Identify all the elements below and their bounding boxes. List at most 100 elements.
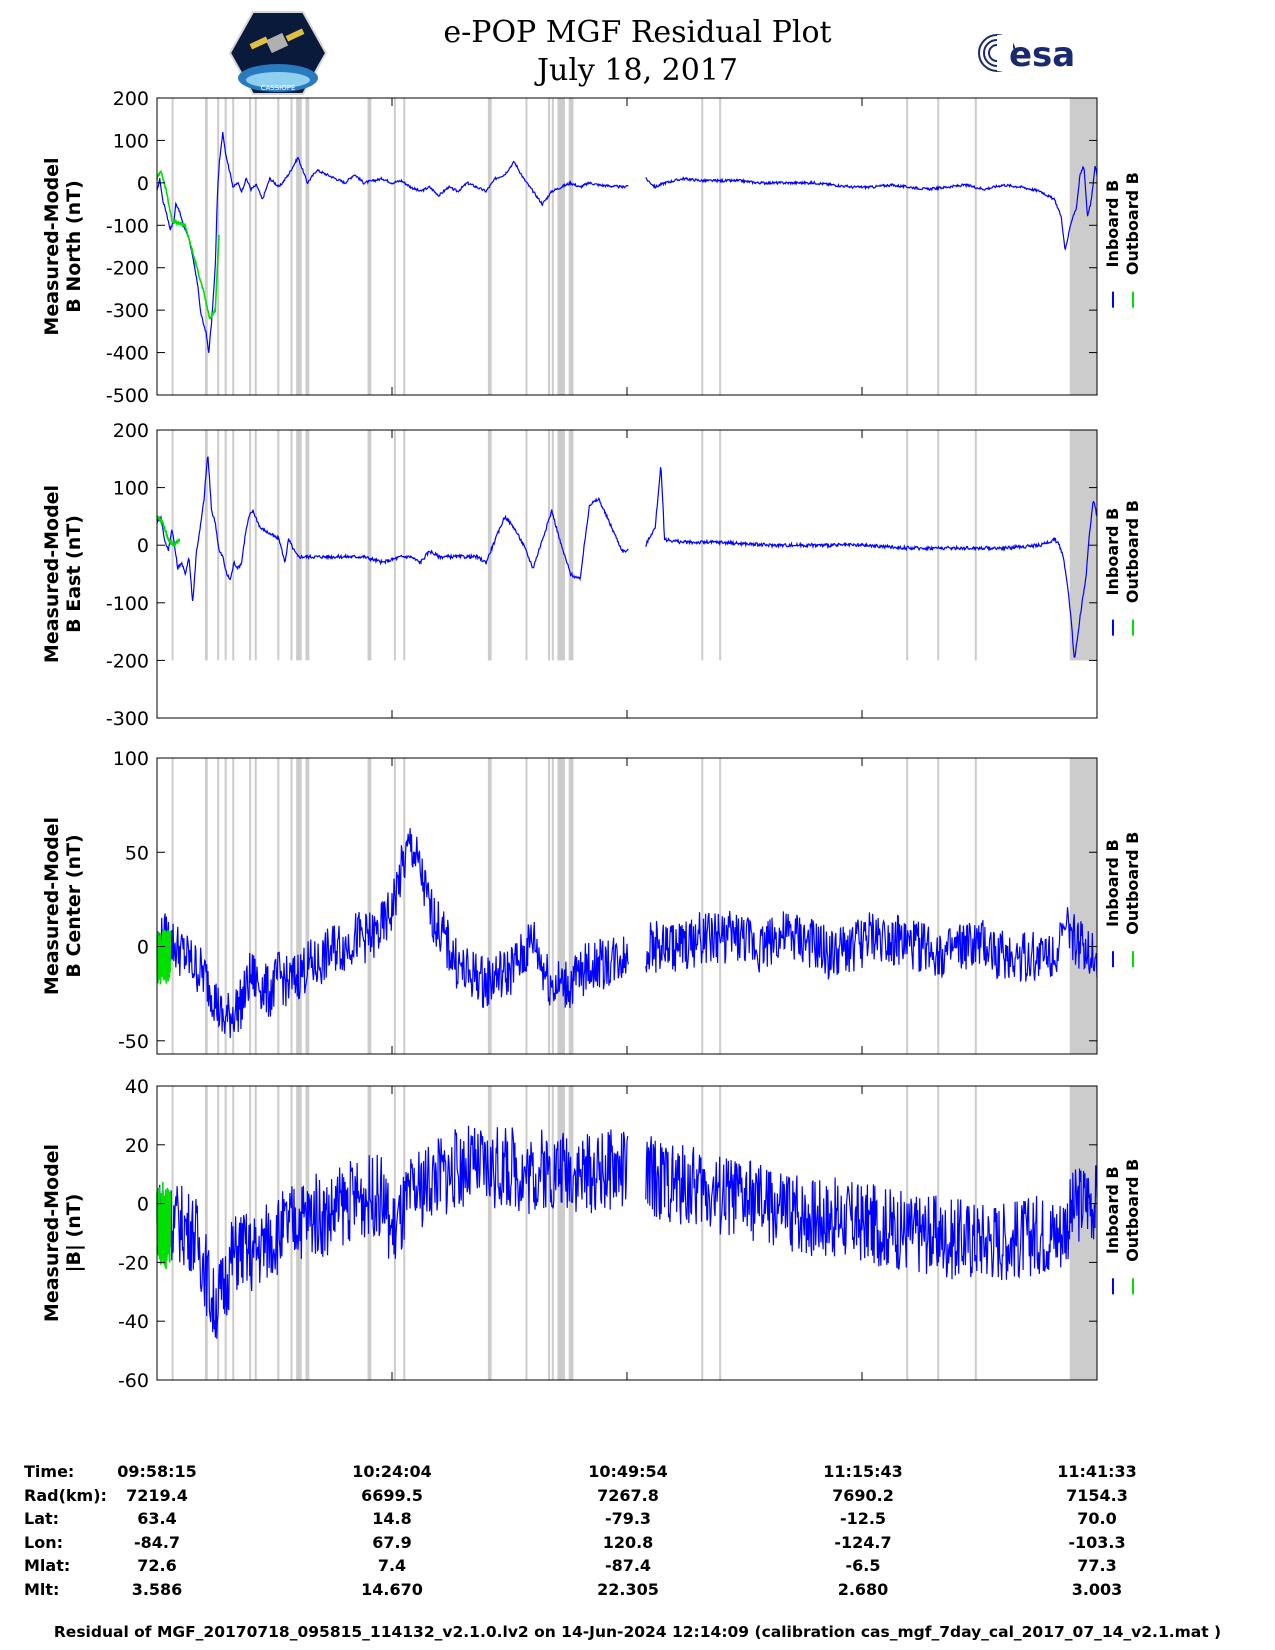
data-gap-bar: [204, 758, 208, 1054]
table-cell: 6699.5: [361, 1485, 423, 1505]
footer-caption: Residual of MGF_20170718_095815_114132_v…: [53, 1623, 1222, 1641]
legend-label-inboard: Inboard B: [1103, 180, 1122, 268]
data-gap-bar: [487, 430, 492, 661]
panel-background: [157, 430, 1097, 718]
data-gap-bar: [249, 430, 252, 661]
table-cell: -124.7: [834, 1532, 892, 1552]
data-gap-bar: [224, 430, 227, 661]
data-gap-bar: [906, 430, 909, 661]
y-axis-label-line2: B Center (nT): [63, 834, 85, 977]
y-tick-label: 100: [113, 130, 149, 152]
table-cell: 11:41:33: [1057, 1462, 1137, 1481]
data-gap-bar: [548, 430, 551, 661]
data-gap-bar: [217, 1086, 220, 1380]
data-gap-bar: [719, 430, 722, 661]
y-tick-label: 0: [137, 937, 149, 959]
data-gap-bar: [403, 98, 406, 395]
y-tick-label: 0: [137, 1194, 149, 1216]
data-gap-bar: [906, 758, 909, 1054]
data-gap-bar: [525, 430, 528, 661]
legend-label-inboard: Inboard B: [1103, 839, 1122, 927]
data-gap-bar: [290, 98, 293, 395]
table-cell: -84.7: [133, 1532, 181, 1552]
legend-label-outboard: Outboard B: [1123, 1159, 1142, 1262]
data-gap-bar: [719, 758, 722, 1054]
table-cell: -103.3: [1068, 1532, 1126, 1552]
data-gap-bar: [305, 98, 310, 395]
data-gap-bar: [296, 758, 302, 1054]
data-gap-bar: [232, 430, 235, 661]
table-cell: 63.4: [137, 1509, 177, 1528]
esa-logo-icon: esa: [978, 34, 1075, 75]
table-row-label: Lon:: [24, 1532, 63, 1552]
data-gap-bar: [525, 98, 528, 395]
data-gap-bar: [296, 98, 302, 395]
y-tick-label: -40: [118, 1311, 149, 1333]
series-line-inboard: [156, 132, 1098, 353]
table-cell: -12.5: [839, 1509, 887, 1528]
table-cell: 7267.8: [597, 1485, 659, 1505]
data-gap-bar: [204, 98, 208, 395]
data-gap-bar: [254, 98, 257, 395]
data-gap-bar: [277, 430, 280, 661]
data-gap-bar: [937, 758, 940, 1054]
table-cell: -6.5: [845, 1556, 881, 1575]
data-gap-bar: [525, 758, 528, 1054]
y-axis-label-line2: |B| (nT): [63, 1194, 85, 1273]
y-axis-label-line1: Measured-Model: [41, 817, 63, 995]
data-gap-bar: [403, 758, 406, 1054]
table-cell: 3.586: [131, 1579, 183, 1599]
series-line-inboard: [156, 456, 1098, 658]
y-axis-label-line1: Measured-Model: [41, 157, 63, 335]
table-row-label: Mlat:: [24, 1556, 71, 1575]
data-gap-bar: [551, 98, 554, 395]
table-row-label: Lat:: [24, 1509, 60, 1528]
y-tick-label: 50: [125, 842, 149, 864]
y-tick-label: 200: [113, 88, 149, 110]
data-gap-bar: [487, 758, 492, 1054]
residual-plots: 2001000-100-200-300-400-500Measured-Mode…: [41, 88, 1142, 1392]
data-gap-bar: [393, 98, 396, 395]
data-gap-bar: [551, 758, 554, 1054]
data-gap-bar: [974, 430, 977, 661]
data-gap-bar: [557, 98, 565, 395]
y-tick-label: -200: [106, 258, 149, 280]
cassiope-mission-logo-icon: CASSIOPE: [228, 11, 328, 95]
data-gap-bar: [305, 1086, 310, 1380]
data-gap-bar: [254, 758, 257, 1054]
legend-label-outboard: Outboard B: [1123, 500, 1142, 603]
y-axis-label-line2: B East (nT): [63, 515, 85, 633]
series-line-outboard: [156, 1181, 171, 1270]
data-gap-bar: [277, 98, 280, 395]
data-gap-bar: [249, 98, 252, 395]
data-gap-bar: [290, 758, 293, 1054]
data-gap-bar: [557, 758, 565, 1054]
panel-background: [157, 758, 1097, 1054]
legend-label-inboard: Inboard B: [1103, 1166, 1122, 1254]
data-gap-bar: [367, 430, 372, 661]
series-line-outboard: [156, 515, 181, 547]
table-cell: 77.3: [1077, 1556, 1117, 1575]
table-cell: 70.0: [1077, 1509, 1117, 1528]
plot-title: e-POP MGF Residual Plot July 18, 2017: [0, 14, 1275, 90]
data-gap-bar: [367, 1086, 372, 1380]
data-gap-bar: [701, 758, 704, 1054]
series-line-outboard: [156, 929, 171, 985]
table-cell: 67.9: [372, 1532, 412, 1552]
data-gap-bar: [393, 430, 396, 661]
y-axis-label-line1: Measured-Model: [41, 485, 63, 663]
y-tick-label: -100: [106, 593, 149, 615]
data-gap-bar: [974, 98, 977, 395]
data-gap-bar: [568, 98, 574, 395]
table-cell: 09:58:15: [117, 1462, 197, 1481]
y-tick-label: -500: [106, 385, 149, 407]
y-tick-label: 100: [113, 748, 149, 770]
table-cell: 72.6: [137, 1556, 177, 1575]
data-gap-bar: [1069, 1086, 1097, 1380]
series-line-inboard: [156, 1125, 1098, 1339]
data-gap-bar: [568, 758, 574, 1054]
data-gap-bar: [701, 430, 704, 661]
data-gap-bar: [551, 1086, 554, 1380]
data-gap-bar: [548, 758, 551, 1054]
table-cell: 22.305: [597, 1579, 659, 1599]
